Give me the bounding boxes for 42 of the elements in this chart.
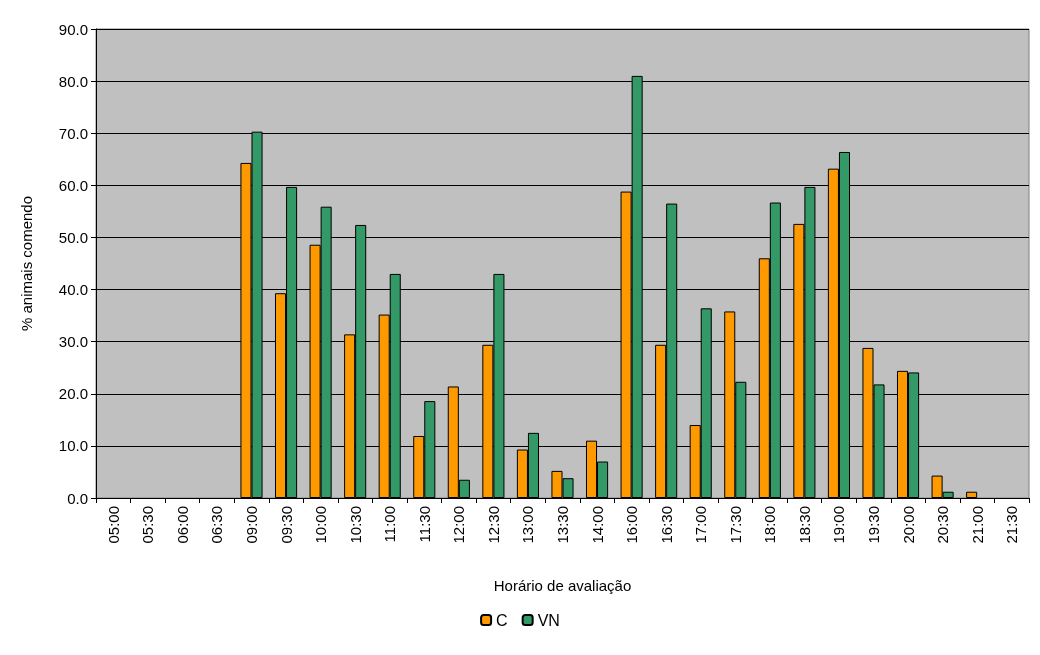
- x-tick-label: 17:00: [692, 506, 710, 544]
- y-tick-label: 20.0: [58, 385, 88, 403]
- y-tick-label: 40.0: [58, 281, 88, 299]
- x-tick-label: 18:30: [795, 506, 813, 544]
- x-tick-label: 06:00: [173, 506, 191, 544]
- y-tick-label: 70.0: [58, 124, 88, 142]
- bar: [966, 491, 978, 498]
- x-tick-label: 06:30: [208, 506, 226, 544]
- x-tick-label: 21:00: [968, 506, 986, 544]
- x-tick-label: 16:00: [623, 506, 641, 544]
- legend-label: C: [496, 611, 508, 629]
- y-tick-label: 50.0: [58, 228, 88, 246]
- x-tick-label: 19:00: [830, 506, 848, 544]
- x-tick-label: 19:30: [865, 506, 882, 544]
- x-tick-label: 20:30: [934, 506, 952, 544]
- y-axis-title: % animais comendo: [18, 195, 35, 332]
- y-tick-label: 60.0: [58, 176, 88, 194]
- x-tick-label: 11:00: [381, 506, 399, 543]
- x-tick-label: 12:00: [450, 506, 468, 544]
- x-tick-label: 09:00: [243, 506, 260, 544]
- legend-label: VN: [537, 611, 560, 629]
- x-tick-label: 21:30: [1003, 506, 1021, 544]
- x-tick-label: 10:30: [346, 506, 364, 544]
- x-axis-title: Horário de avaliação: [493, 577, 632, 594]
- x-tick-label: 05:00: [104, 506, 122, 544]
- y-tick-label: 90.0: [58, 20, 88, 38]
- y-tick-label: 0.0: [67, 489, 88, 507]
- x-tick-label: 05:30: [139, 506, 157, 544]
- x-tick-label: 20:00: [899, 506, 917, 544]
- y-tick-label: 30.0: [58, 333, 88, 351]
- y-tick-label: 80.0: [58, 72, 88, 90]
- x-tick-label: 16:30: [657, 506, 675, 544]
- y-tick-label: 10.0: [58, 437, 88, 455]
- x-tick-label: 11:30: [415, 506, 433, 543]
- x-tick-label: 13:30: [554, 506, 571, 544]
- x-tick-label: 12:30: [484, 506, 502, 544]
- x-tick-label: 14:00: [588, 506, 606, 544]
- x-tick-label: 13:00: [519, 506, 537, 544]
- x-tick-label: 17:30: [726, 506, 744, 544]
- x-tick-label: 09:30: [277, 506, 295, 544]
- x-tick-label: 18:00: [761, 506, 779, 544]
- x-tick-label: 10:00: [312, 506, 330, 544]
